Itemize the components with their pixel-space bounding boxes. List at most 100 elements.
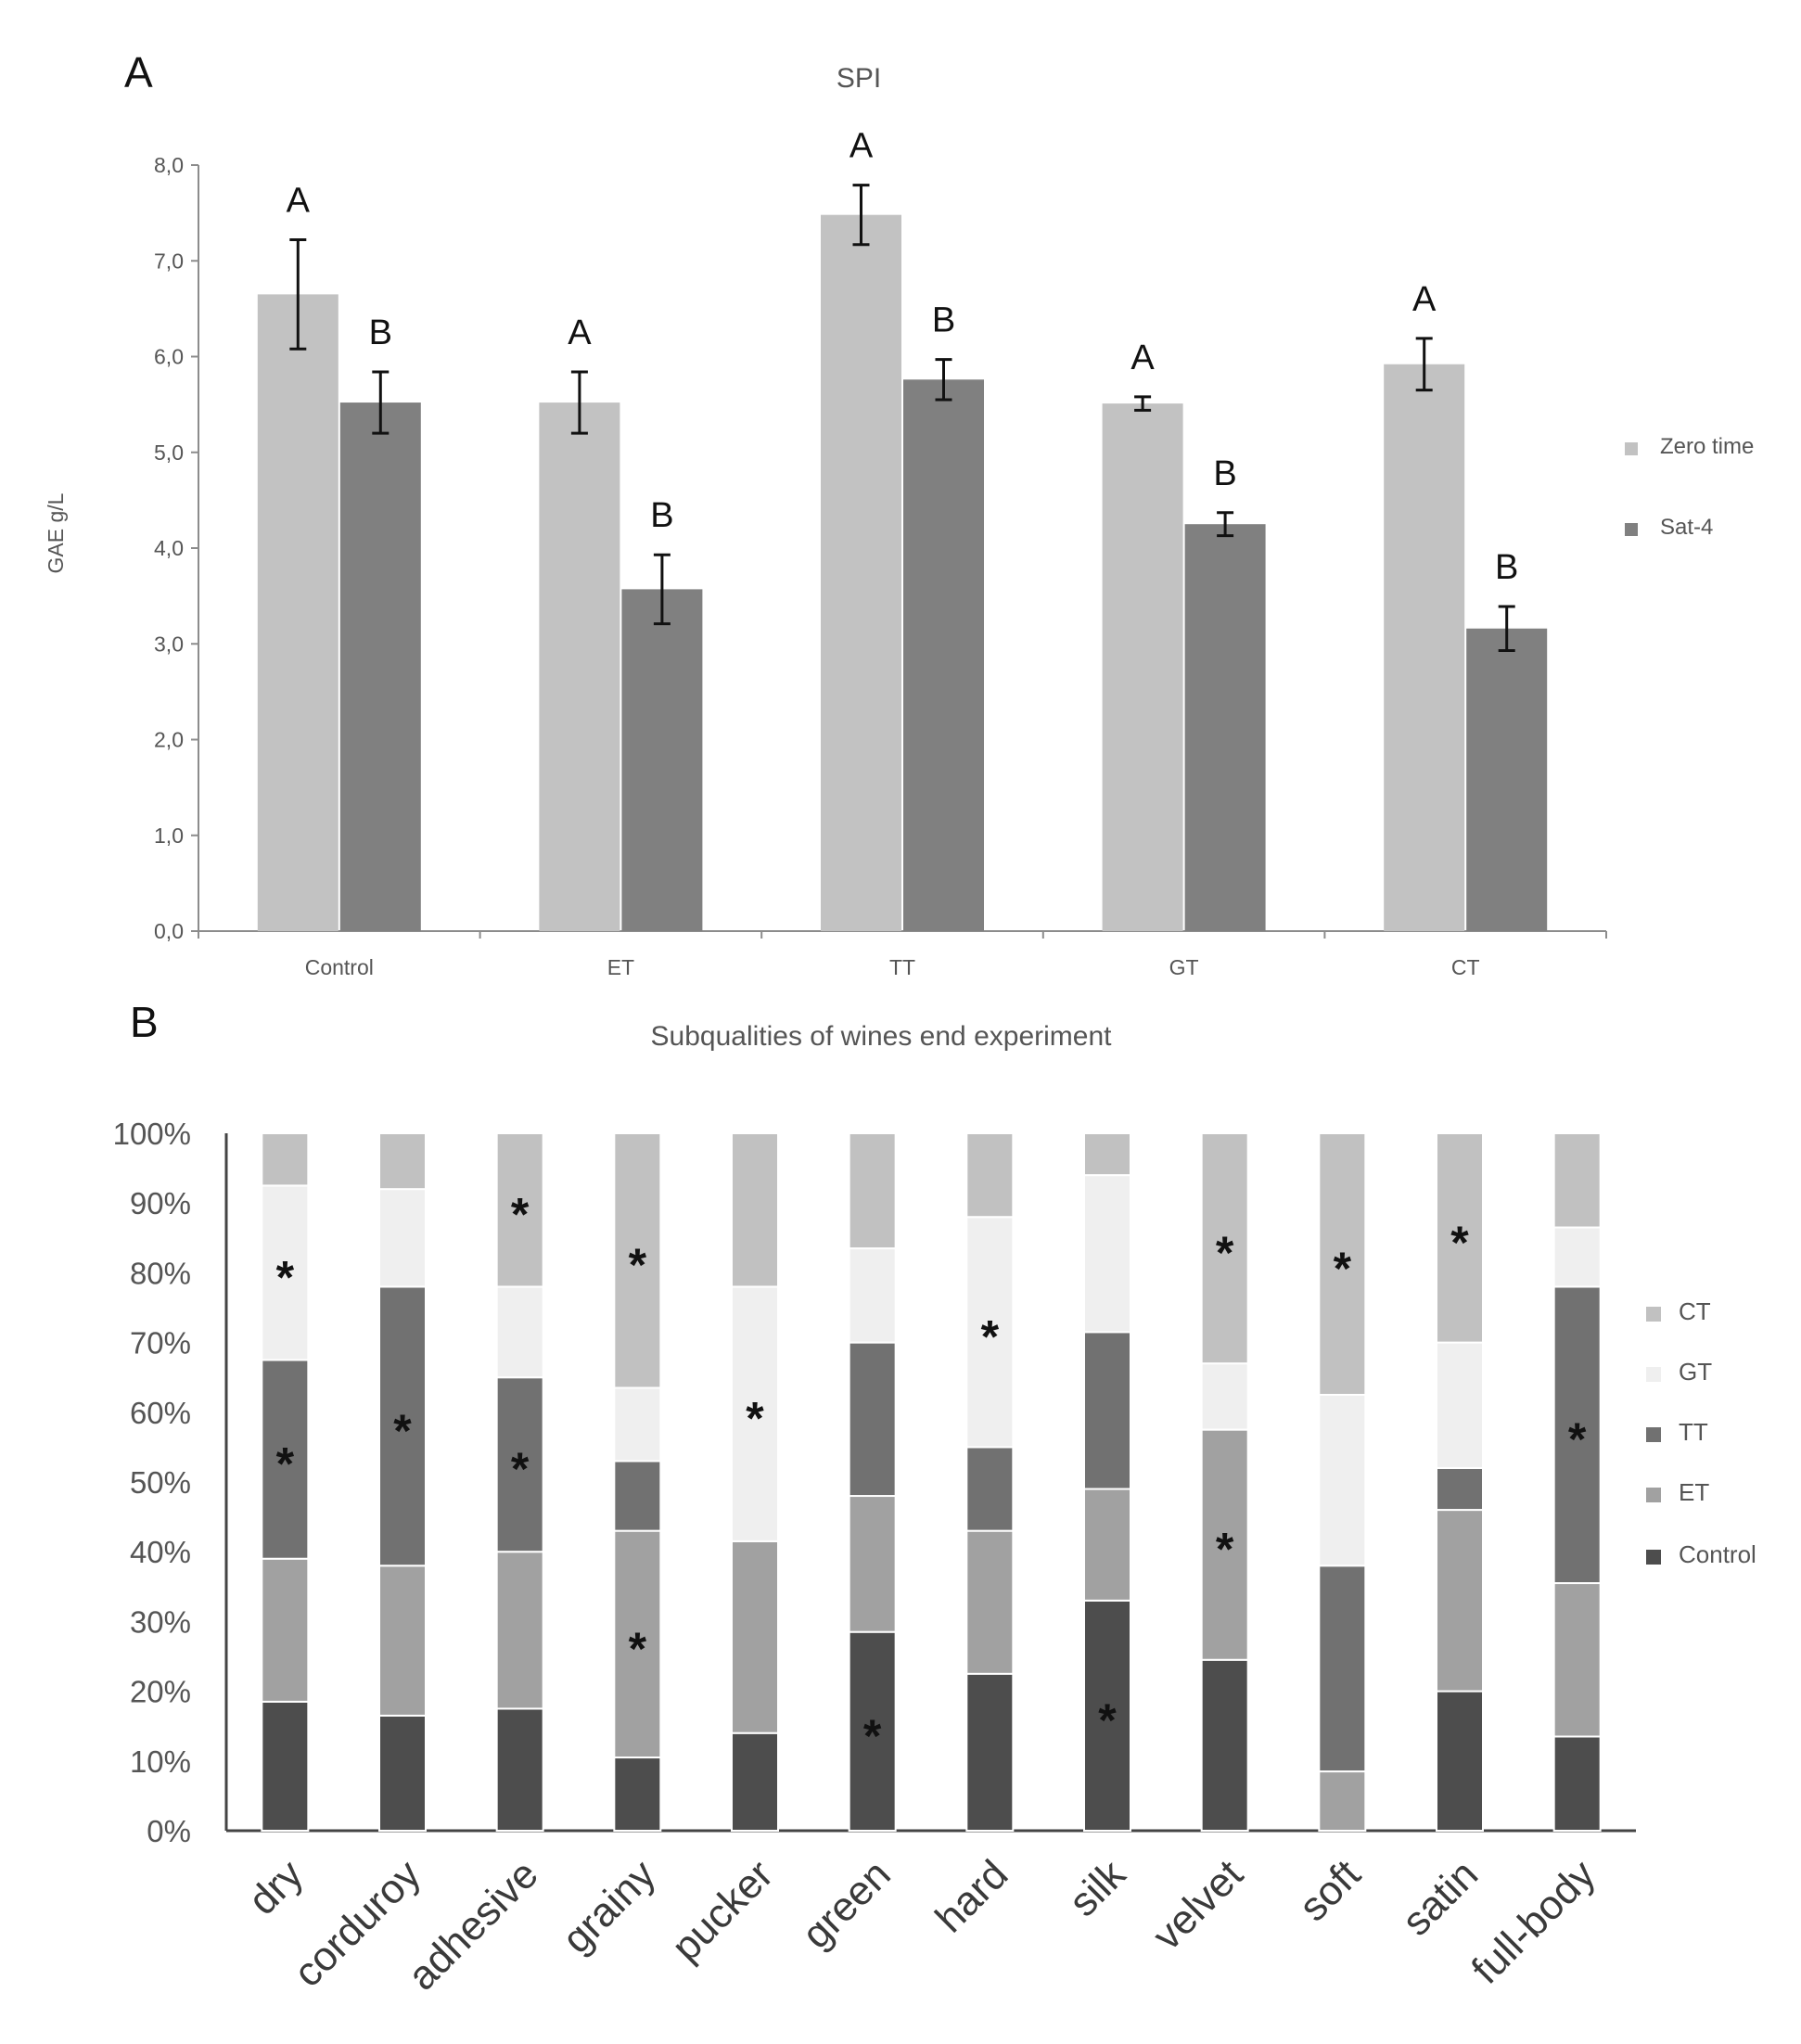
panel-b-bar-segment bbox=[1318, 1394, 1367, 1567]
panel-b-bar-segment bbox=[261, 1359, 310, 1560]
panel-b-bar-segment bbox=[378, 1714, 427, 1833]
panel-a-significance-letter: A bbox=[568, 313, 592, 352]
panel-b-y-tick-label: 60% bbox=[130, 1396, 191, 1430]
panel-b-legend-swatch bbox=[1646, 1427, 1661, 1442]
panel-b-bar-segment bbox=[848, 1341, 897, 1498]
panel-a-x-tick-label: CT bbox=[1451, 955, 1480, 979]
panel-a-legend-swatch bbox=[1625, 442, 1638, 455]
panel-a-y-tick-label: 4,0 bbox=[154, 536, 184, 560]
panel-b-chart: 0%10%20%30%40%50%60%70%80%90%100%drycord… bbox=[113, 1117, 1756, 1999]
panel-a-legend-swatch bbox=[1625, 523, 1638, 536]
panel-b-bar-segment bbox=[495, 1707, 544, 1833]
panel-a-bar bbox=[539, 402, 620, 931]
panel-a-x-tick-label: GT bbox=[1169, 955, 1199, 979]
panel-b-bar-segment bbox=[1552, 1132, 1602, 1229]
panel-b-bar-segment bbox=[378, 1565, 427, 1717]
panel-b-bar-segment bbox=[1318, 1132, 1367, 1396]
panel-a-legend-label: Sat-4 bbox=[1660, 515, 1713, 540]
panel-b-bar-segment bbox=[495, 1132, 544, 1288]
panel-b-y-tick-label: 70% bbox=[130, 1326, 191, 1361]
panel-b-significance-marker: * bbox=[1216, 1227, 1234, 1279]
panel-b-bar-segment bbox=[1436, 1132, 1484, 1344]
panel-b-bar-segment bbox=[1552, 1582, 1602, 1738]
panel-a-y-tick-label: 0,0 bbox=[154, 919, 184, 943]
panel-b-bar-segment bbox=[965, 1132, 1015, 1219]
panel-a-bar bbox=[1384, 364, 1465, 931]
panel-a-significance-letter: B bbox=[369, 313, 392, 352]
panel-a-bar bbox=[1102, 403, 1183, 931]
panel-b-legend-swatch bbox=[1646, 1488, 1661, 1502]
panel-b-bar-segment bbox=[613, 1386, 662, 1463]
panel-b-significance-marker: * bbox=[511, 1189, 530, 1241]
panel-b-bar-segment bbox=[1083, 1132, 1131, 1177]
panel-b-bar-segment bbox=[613, 1132, 662, 1389]
panel-b-bar-segment bbox=[1200, 1132, 1249, 1365]
panel-b-y-tick-label: 50% bbox=[130, 1465, 191, 1500]
panel-a-y-tick-label: 2,0 bbox=[154, 728, 184, 752]
panel-b-bar-segment bbox=[613, 1529, 662, 1759]
panel-b-bar-segment bbox=[495, 1285, 544, 1379]
panel-b-bar-segment bbox=[848, 1132, 897, 1250]
panel-b-bar-segment bbox=[965, 1672, 1015, 1833]
panel-b-bar-segment bbox=[1200, 1362, 1249, 1431]
panel-b-significance-marker: * bbox=[981, 1310, 1000, 1362]
panel-a-y-tick-label: 1,0 bbox=[154, 824, 184, 848]
panel-a-y-tick-label: 7,0 bbox=[154, 249, 184, 273]
panel-b-bar-segment bbox=[848, 1630, 897, 1833]
panel-b-y-tick-label: 100% bbox=[113, 1117, 191, 1151]
panel-a-y-tick-label: 8,0 bbox=[154, 153, 184, 177]
panel-b-bar-segment bbox=[731, 1731, 779, 1832]
panel-b-significance-marker: * bbox=[276, 1251, 295, 1303]
panel-b-bar-segment bbox=[731, 1539, 779, 1734]
panel-b-bar-segment bbox=[1436, 1466, 1484, 1512]
panel-b-legend-swatch bbox=[1646, 1550, 1661, 1565]
panel-a-x-tick-label: ET bbox=[607, 955, 634, 979]
panel-a-letter: A bbox=[124, 48, 153, 96]
panel-b-bar-segment bbox=[848, 1247, 897, 1344]
panel-a-title: SPI bbox=[837, 63, 881, 94]
panel-b-significance-marker: * bbox=[629, 1623, 647, 1675]
panel-b-bar-segment bbox=[261, 1557, 310, 1703]
panel-b-bar-segment bbox=[1200, 1658, 1249, 1833]
panel-a-bar bbox=[1466, 628, 1548, 931]
panel-b-bar-segment bbox=[1318, 1565, 1367, 1773]
panel-a-significance-letter: A bbox=[287, 182, 311, 221]
panel-b-y-tick-label: 0% bbox=[147, 1814, 191, 1848]
panel-b-bar-segment bbox=[378, 1132, 427, 1191]
panel-b-bar-segment bbox=[1552, 1735, 1602, 1832]
panel-b-significance-marker: * bbox=[746, 1393, 764, 1445]
panel-b-bar-segment bbox=[965, 1216, 1015, 1449]
panel-b-bar-segment bbox=[1083, 1488, 1131, 1602]
panel-b-bar-segment bbox=[965, 1529, 1015, 1675]
panel-a-legend-label: Zero time bbox=[1660, 434, 1754, 459]
panel-b-bar-segment bbox=[731, 1132, 779, 1288]
panel-b-significance-marker: * bbox=[276, 1438, 295, 1490]
panel-b-legend-label: CT bbox=[1679, 1297, 1711, 1325]
panel-a-y-axis-label: GAE g/L bbox=[44, 492, 68, 573]
panel-b-legend-label: ET bbox=[1679, 1478, 1709, 1506]
panel-b-significance-marker: * bbox=[629, 1239, 647, 1291]
panel-a-significance-letter: B bbox=[1495, 548, 1518, 587]
panel-b-bar-segment bbox=[1436, 1690, 1484, 1832]
panel-b-significance-marker: * bbox=[1216, 1524, 1234, 1576]
panel-b-bar-segment bbox=[1083, 1331, 1131, 1490]
panel-a-y-tick-label: 5,0 bbox=[154, 441, 184, 465]
panel-a-y-tick-label: 6,0 bbox=[154, 345, 184, 369]
panel-b-bar-segment bbox=[1083, 1174, 1131, 1334]
panel-a-bar bbox=[903, 379, 984, 931]
panel-a-x-tick-label: TT bbox=[889, 955, 915, 979]
panel-a-bar bbox=[621, 589, 703, 931]
panel-a-significance-letter: A bbox=[1130, 339, 1155, 377]
panel-b-bar-segment bbox=[495, 1551, 544, 1710]
panel-b-significance-marker: * bbox=[393, 1405, 412, 1457]
panel-b-significance-marker: * bbox=[1568, 1413, 1587, 1465]
panel-b-bar-segment bbox=[965, 1446, 1015, 1532]
panel-b-y-tick-label: 20% bbox=[130, 1675, 191, 1709]
panel-b-bar-segment bbox=[261, 1132, 310, 1187]
panel-b-bar-segment bbox=[1552, 1285, 1602, 1585]
panel-a-bar bbox=[821, 214, 901, 931]
panel-b-legend-swatch bbox=[1646, 1307, 1661, 1322]
panel-b-bar-segment bbox=[378, 1285, 427, 1567]
panel-a-y-tick-label: 3,0 bbox=[154, 632, 184, 656]
panel-b-bar-segment bbox=[613, 1460, 662, 1532]
